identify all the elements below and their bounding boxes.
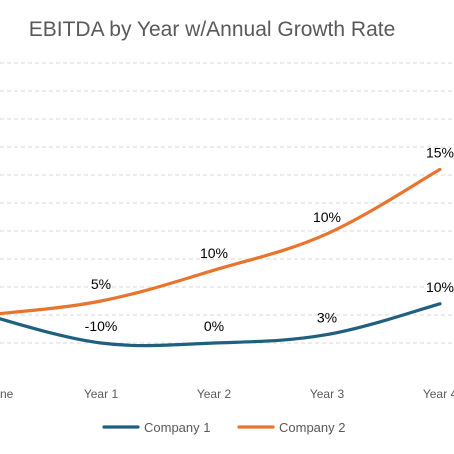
series-line-2 bbox=[0, 167, 442, 316]
data-label: 0% bbox=[204, 318, 224, 334]
series-lines bbox=[0, 167, 442, 348]
data-label: 10% bbox=[426, 279, 454, 295]
x-tick-label: Year 3 bbox=[310, 387, 345, 401]
legend-label-2: Company 2 bbox=[279, 420, 345, 435]
data-label: 5% bbox=[91, 276, 111, 292]
data-label: 15% bbox=[426, 144, 454, 160]
data-labels: -10% 0% 3% 10% 5% 10% 10% 15% bbox=[85, 144, 454, 334]
x-tick-label: Year 1 bbox=[84, 387, 119, 401]
series-line-1 bbox=[0, 302, 442, 348]
x-tick-label: ne bbox=[0, 387, 14, 401]
legend-label-1: Company 1 bbox=[144, 420, 210, 435]
x-tick-label: Year 2 bbox=[197, 387, 232, 401]
legend: Company 1 Company 2 bbox=[102, 420, 345, 435]
data-label: 3% bbox=[317, 310, 337, 326]
x-tick-label: Year 4 bbox=[423, 387, 454, 401]
chart-title: EBITDA by Year w/Annual Growth Rate bbox=[29, 18, 396, 41]
data-label: 10% bbox=[200, 245, 228, 261]
gridlines bbox=[0, 62, 454, 344]
data-label: -10% bbox=[85, 318, 118, 334]
x-axis-tick-labels: ne Year 1 Year 2 Year 3 Year 4 bbox=[0, 387, 454, 401]
data-label: 10% bbox=[313, 209, 341, 225]
